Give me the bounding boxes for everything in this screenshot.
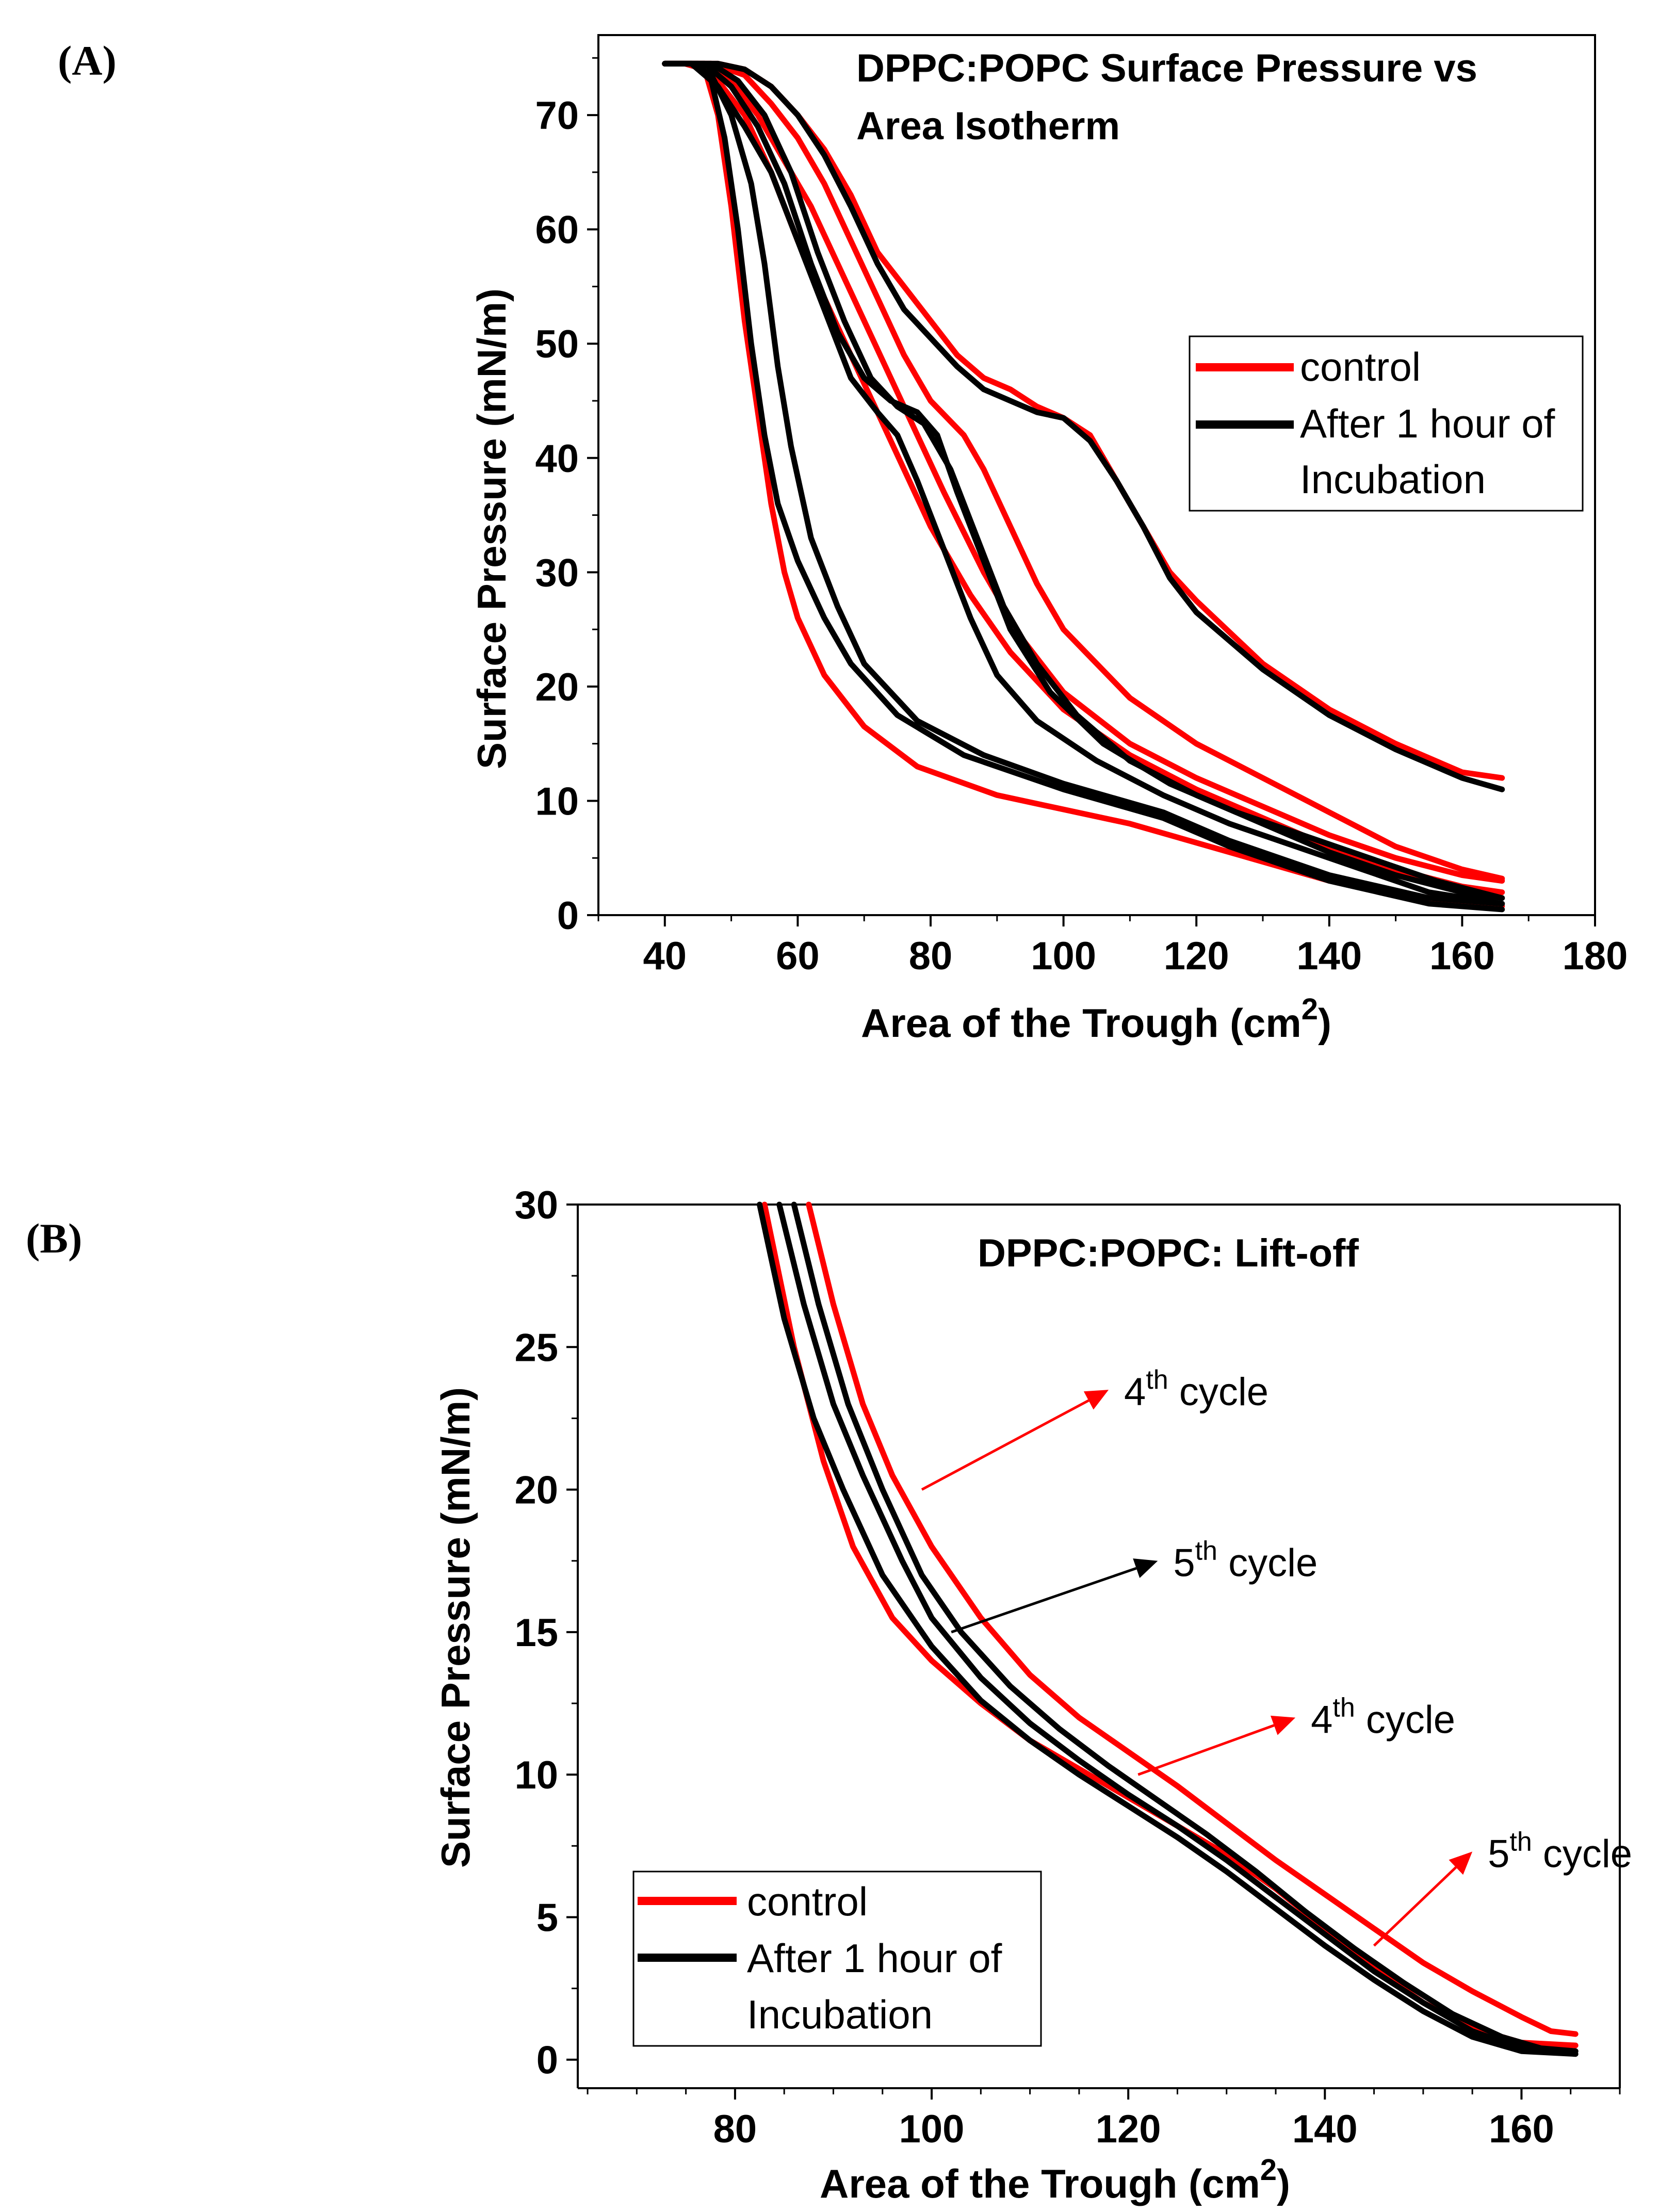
panel-b-annotation-label-1: 4th cycle	[1124, 1365, 1268, 1414]
panel-b-y-tick-label: 0	[536, 2039, 558, 2083]
panel-a-series-line-11	[662, 60, 1505, 792]
panel-b-annotation-label-4: 5th cycle	[1488, 1827, 1632, 1876]
panel-b-y-tick-label: 30	[514, 1183, 558, 1227]
panel-a-y-tick-label: 50	[535, 322, 579, 366]
panel-b-series-line-3	[757, 1201, 1579, 2057]
panel-a-legend-label-incubation-2: Incubation	[1300, 457, 1486, 502]
panel-b-series-line-4	[776, 1201, 1579, 2054]
panel-a-legend-label-incubation-1: After 1 hour of	[1300, 401, 1555, 446]
panel-b-series	[757, 1201, 1579, 2057]
panel-a-xlabel-text: Area of the Trough (cm	[861, 1000, 1302, 1046]
panel-b-annotation-tail: cycle	[1217, 1541, 1318, 1585]
panel-b-series-line-2	[806, 1201, 1579, 2037]
panel-b-annotation-arrowhead-3	[1270, 1715, 1296, 1735]
panel-a-x-tick-label: 60	[776, 934, 820, 978]
panel-b-annotation-arrowhead-1	[1083, 1390, 1109, 1410]
panel-a-series-line-7	[662, 60, 1505, 907]
panel-b-ylabel: Surface Pressure (mN/m)	[433, 1387, 478, 1868]
panel-b-annotation-sup: th	[1509, 1827, 1532, 1857]
panel-a-x-tick-label: 100	[1031, 934, 1096, 978]
panel-b-y-tick-label: 10	[514, 1753, 558, 1797]
panel-b-annotation-sup: th	[1332, 1693, 1355, 1723]
panel-b-annotation-number: 4	[1124, 1370, 1146, 1414]
panel-b-ticks: 80 100 120 140 160 0 5 10 15 20 25 30	[514, 1183, 1621, 2151]
panel-b-annotation-tail: cycle	[1355, 1698, 1455, 1742]
panel-b-annotation-label-2: 5th cycle	[1173, 1536, 1318, 1585]
panel-b-annotation-arrowhead-4	[1449, 1851, 1473, 1875]
panel-b-xlabel-sup: 2	[1260, 2153, 1277, 2187]
panel-a-x-tick-label: 40	[643, 934, 687, 978]
panel-a-ylabel: Surface Pressure (mN/m)	[469, 288, 514, 769]
panel-a-series-line-4	[662, 60, 1505, 882]
panel-b-xlabel-close: )	[1277, 2161, 1290, 2206]
panel-a-x-tick-label: 140	[1296, 934, 1362, 978]
panel-a-y-tick-label: 60	[535, 208, 579, 252]
panel-a-series-line-8	[662, 60, 1505, 907]
panel-a-legend: control After 1 hour of Incubation	[1189, 335, 1584, 512]
panel-b-x-tick-label: 160	[1489, 2107, 1554, 2151]
panel-a-y-tick-label: 70	[535, 94, 579, 138]
panel-b-xlabel: Area of the Trough (cm2)	[820, 2153, 1290, 2206]
panel-b-annotation-label-3: 4th cycle	[1311, 1693, 1455, 1742]
panel-a-series-line-10	[662, 60, 1505, 901]
panel-a-xlabel-sup: 2	[1302, 993, 1318, 1026]
panel-a-x-tick-label: 80	[909, 934, 953, 978]
panel-b-xlabel-text: Area of the Trough (cm	[820, 2161, 1260, 2206]
panel-a-plot-frame	[597, 34, 1596, 916]
panel-b-y-tick-label: 5	[536, 1896, 558, 1940]
panel-b-title: DPPC:POPC: Lift-off	[978, 1231, 1359, 1275]
panel-b-annotation-arrow-1	[921, 1399, 1089, 1491]
panel-a-x-tick-label: 180	[1563, 934, 1628, 978]
panel-b-annotation-number: 5	[1173, 1541, 1195, 1585]
panel-a-y-tick-label: 30	[535, 551, 579, 595]
panel-b-annotation-number: 4	[1311, 1698, 1332, 1742]
panel-a-x-tick-label: 160	[1429, 934, 1495, 978]
panel-b-legend-label-control: control	[747, 1879, 868, 1924]
panel-b-annotation-number: 5	[1488, 1832, 1509, 1876]
panel-b-annotation-tail: cycle	[1532, 1832, 1632, 1876]
panel-b-y-tick-label: 20	[514, 1469, 558, 1512]
panel-a-y-tick-label: 10	[535, 779, 579, 823]
panel-a-series	[662, 60, 1505, 913]
panel-a-series-line-3	[662, 60, 1505, 884]
panel-b-legend: control After 1 hour of Incubation	[632, 1871, 1042, 2047]
panel-a-title-line-1: DPPC:POPC Surface Pressure vs	[856, 46, 1477, 90]
panel-b-x-tick-label: 80	[713, 2107, 757, 2151]
panel-b-x-tick-label: 120	[1096, 2107, 1161, 2151]
panel-b-annotation-arrow-3	[1137, 1724, 1275, 1776]
panel-b-x-tick-label: 140	[1292, 2107, 1358, 2151]
panel-b-annotation-sup: th	[1195, 1536, 1217, 1566]
panel-b-annotation-tail: cycle	[1168, 1370, 1268, 1414]
panel-b-series-line-5	[791, 1201, 1579, 2054]
panel-b-legend-label-incubation-2: Incubation	[747, 1992, 933, 2037]
panel-b-legend-label-incubation-1: After 1 hour of	[747, 1935, 1002, 1981]
panel-a-label: (A)	[58, 37, 117, 84]
panel-b-annotation-arrow-2	[951, 1567, 1137, 1634]
panel-a-xlabel: Area of the Trough (cm2)	[861, 993, 1331, 1046]
panel-a-x-tick-label: 120	[1164, 934, 1229, 978]
panel-b-annotation-arrowhead-2	[1133, 1558, 1158, 1578]
panel-a-y-tick-label: 40	[535, 437, 579, 481]
panel-b-x-tick-label: 100	[899, 2107, 965, 2151]
panel-b-y-tick-label: 25	[514, 1326, 558, 1370]
panel-b-annotation-arrow-4	[1373, 1866, 1457, 1947]
panel-a-y-tick-label: 0	[557, 894, 579, 938]
panel-b-y-tick-label: 15	[514, 1611, 558, 1655]
panel-a-title-line-2: Area Isotherm	[856, 104, 1120, 148]
panel-a-y-tick-label: 20	[535, 665, 579, 709]
panel-b-label: (B)	[26, 1215, 82, 1262]
panel-a-chart: 40 60 80 100 120 140 160 180 0 10 20 30 40 50 60 70 DPP…	[469, 34, 1628, 1046]
panel-a-series-line-6	[662, 60, 1505, 913]
panel-a-xlabel-close: )	[1318, 1000, 1331, 1046]
panel-a-legend-label-control: control	[1300, 344, 1421, 389]
panel-a-ticks: 40 60 80 100 120 140 160 180 0 10 20 30 40 50 60 70	[535, 57, 1628, 978]
panel-b-annotation-sup: th	[1146, 1365, 1168, 1395]
